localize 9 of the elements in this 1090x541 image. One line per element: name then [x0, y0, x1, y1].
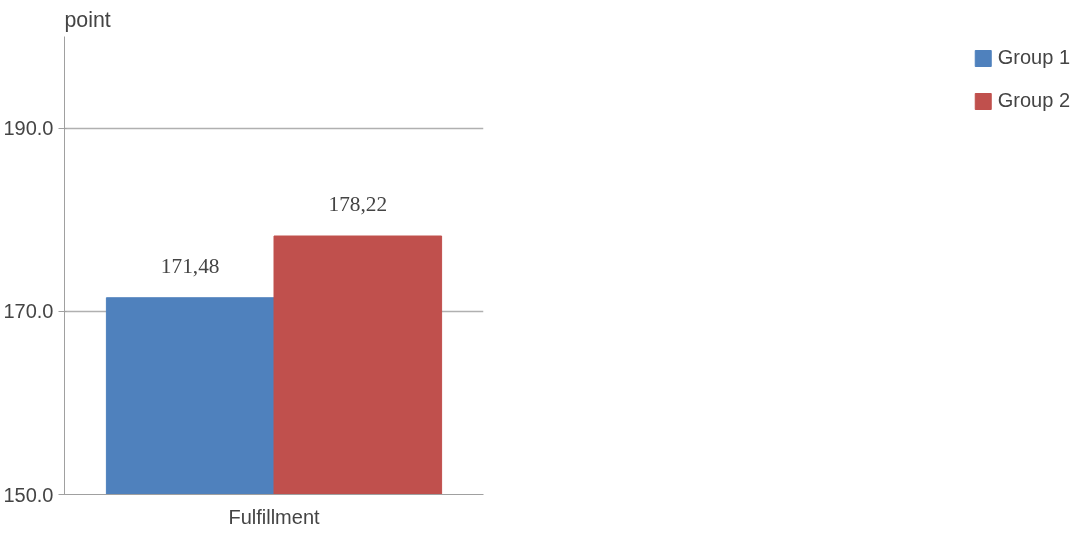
data-label: 178,22: [328, 192, 388, 216]
legend-label: Group 2: [997, 89, 1070, 112]
x-tick-label: Fulfillment: [228, 505, 321, 528]
y-tick-label: 150.0: [3, 483, 54, 506]
y-axis-title: point: [64, 7, 111, 32]
legend-label: Group 1: [997, 46, 1070, 69]
y-tick-label: 190.0: [3, 117, 54, 140]
y-tick-label: 170.0: [3, 300, 54, 323]
data-label: 171,48: [160, 253, 220, 278]
